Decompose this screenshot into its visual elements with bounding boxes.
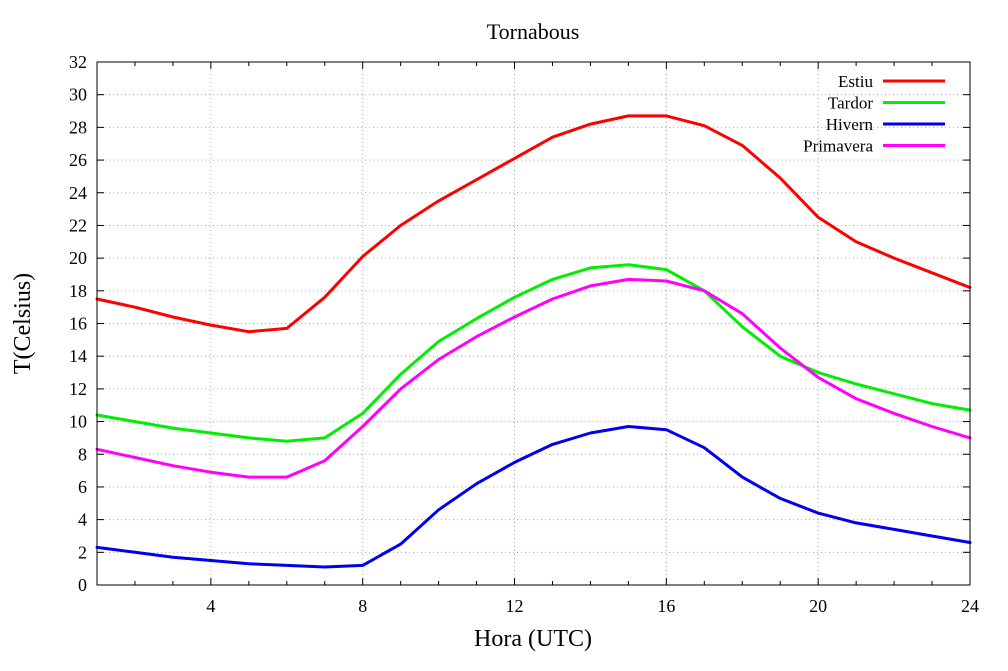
legend: Estiu Tardor Hivern Primavera [803,72,945,156]
y-tick-label: 32 [69,52,87,72]
y-axis-label: T(Celsius) [10,273,36,374]
series-line-hivern [95,425,972,569]
series-layer [95,114,972,569]
series-line-estiu [95,114,972,334]
x-tick-label: 8 [358,596,367,616]
y-tick-label: 18 [69,281,87,301]
legend-label-tardor: Tardor [828,94,873,113]
series-line-tardor [95,263,972,443]
x-tick-label: 12 [506,596,524,616]
y-tick-label: 28 [69,117,87,137]
series-line-primavera [95,277,972,479]
y-tick-label: 2 [78,542,87,562]
y-tick-label: 10 [69,412,87,432]
legend-label-hivern: Hivern [826,115,874,134]
x-axis-label: Hora (UTC) [474,626,592,652]
y-tick-label: 22 [69,215,87,235]
y-tick-label: 20 [69,248,87,268]
x-tick-label: 4 [206,596,215,616]
legend-label-estiu: Estiu [838,72,873,91]
y-tick-label: 12 [69,379,87,399]
chart-title: Tornabous [487,19,580,44]
y-tick-label: 6 [78,477,87,497]
y-tick-label: 4 [78,510,87,530]
y-tick-label: 24 [69,183,87,203]
y-tick-label: 16 [69,314,87,334]
x-tick-label: 20 [809,596,827,616]
y-tick-label: 14 [69,346,87,366]
legend-label-primavera: Primavera [803,137,873,156]
y-tick-label: 8 [78,444,87,464]
y-tick-label: 26 [69,150,87,170]
y-tick-label: 30 [69,85,87,105]
x-tick-label: 24 [961,596,979,616]
y-tick-label: 0 [78,575,87,595]
x-tick-label: 16 [657,596,675,616]
